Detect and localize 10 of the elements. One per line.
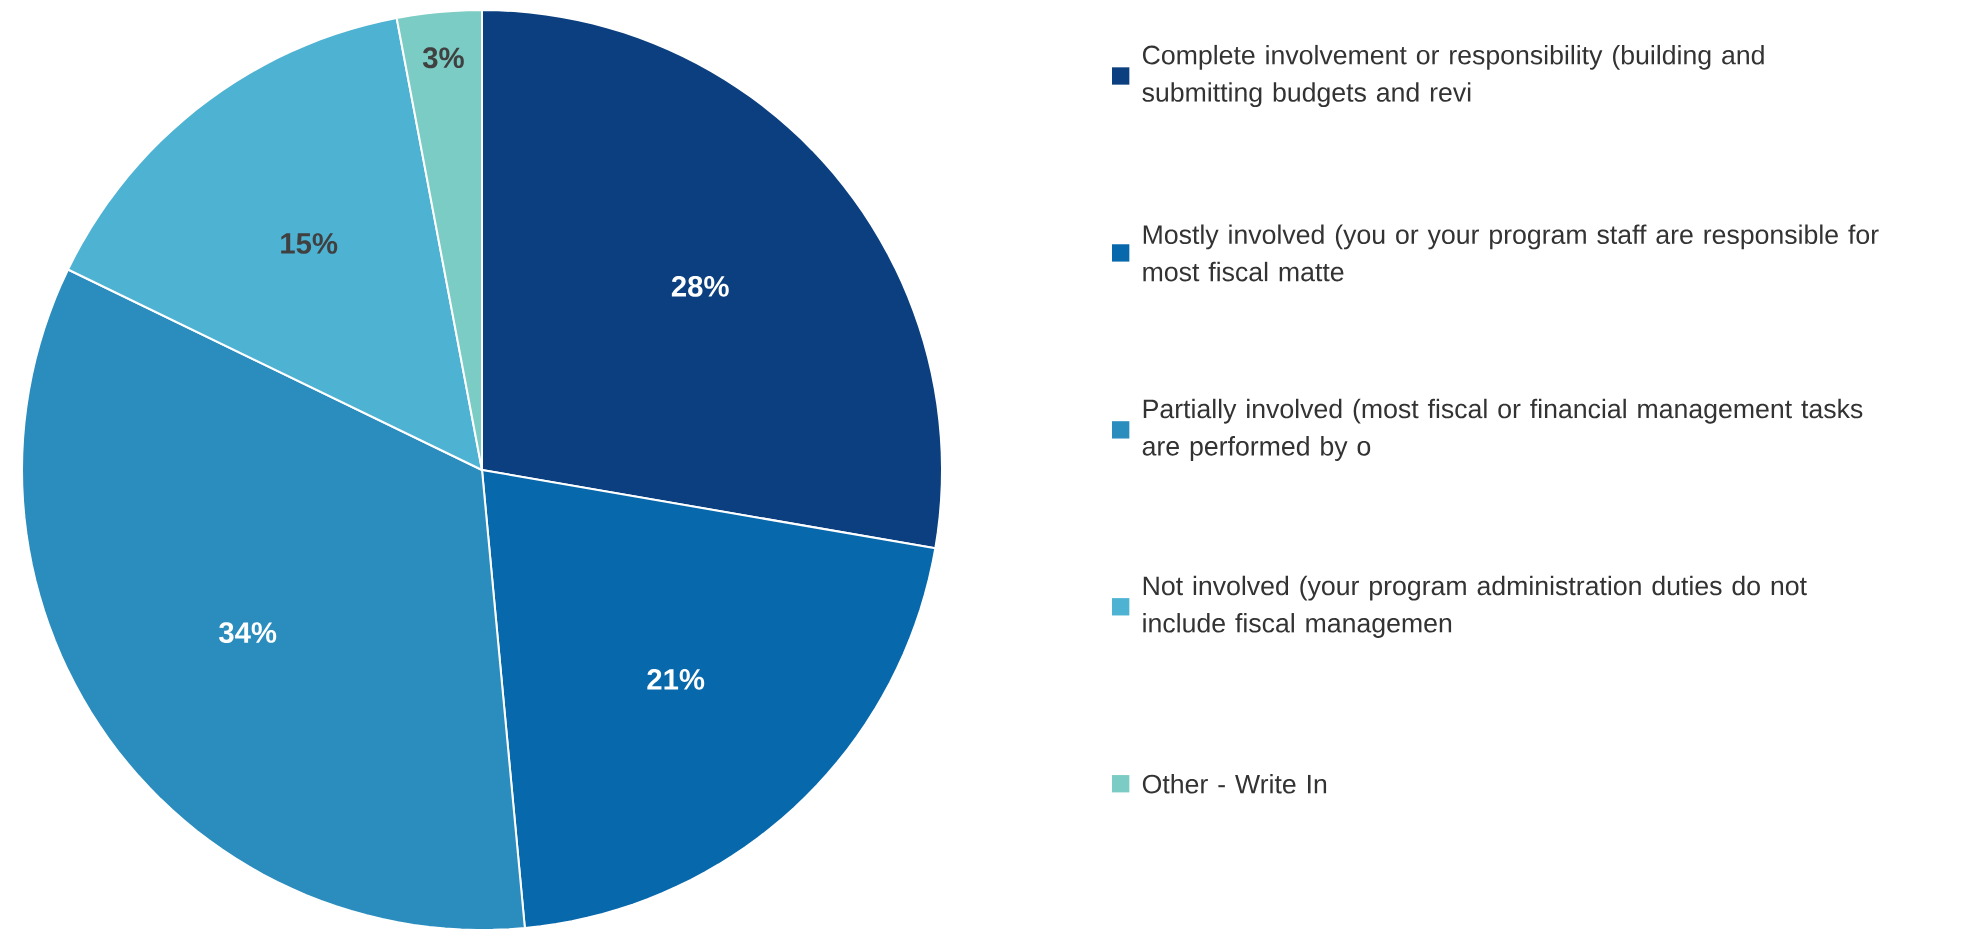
legend-label: Partially involved (most fiscal or financial management tasks are performed by o [1142,398,1863,461]
data-label: 3% [422,47,464,69]
legend-label: Not involved (your program administration duties do not include fiscal managemen [1143,575,1807,638]
data-label: 34% [219,622,277,643]
legend-label: Complete involvement or responsibility (building and submitting budgets and revi [1142,44,1764,108]
data-label: 21% [647,668,705,690]
legend-label: Other - Write In [1142,773,1327,794]
data-label: 15% [281,233,338,254]
legend-label: Mostly involved (you or your program staff are responsible for most fiscal matte [1143,224,1879,282]
data-label: 28% [671,275,729,297]
